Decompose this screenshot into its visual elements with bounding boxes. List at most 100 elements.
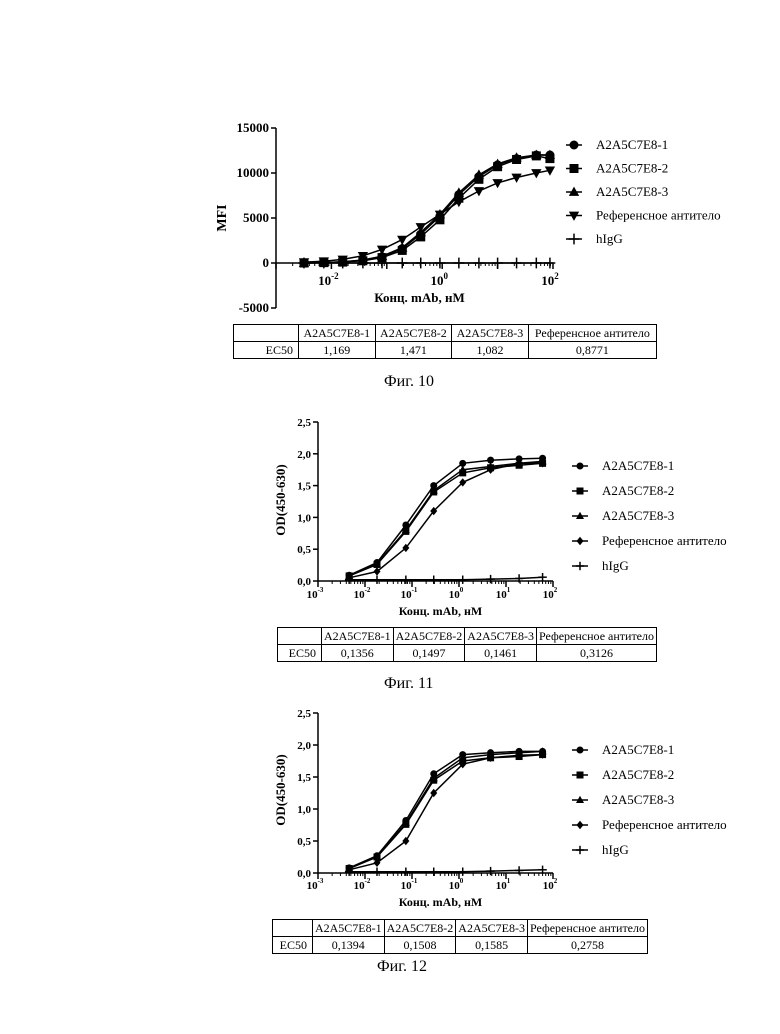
legend-label: A2A5C7E8-1 [602, 458, 674, 473]
y-axis-label: OD(450-630) [273, 464, 288, 536]
table-row-label: EC50 [273, 937, 313, 954]
ec50-table-fig-12: A2A5C7E8-1 A2A5C7E8-2 A2A5C7E8-3 Референ… [272, 919, 648, 954]
data-point [511, 258, 522, 269]
x-tick-label: 10-3 [307, 586, 324, 601]
data-point [373, 868, 381, 876]
diamond-icon [577, 537, 584, 545]
data-point [402, 576, 410, 584]
legend-item: Референсное антитело [566, 208, 721, 223]
data-point [373, 576, 381, 584]
x-axis-label: Конц. mAb, нМ [374, 290, 464, 305]
table-cell: 0,1585 [456, 937, 528, 954]
y-tick-label: 1,0 [297, 512, 311, 524]
legend-item: hIgG [572, 842, 629, 857]
y-tick-label: 1,5 [297, 481, 311, 493]
y-axis-label: OD(450-630) [273, 754, 288, 826]
y-tick-label: 0 [263, 255, 270, 270]
legend-item: A2A5C7E8-2 [566, 161, 668, 176]
legend-item: A2A5C7E8-1 [572, 742, 674, 757]
y-axis-label: MFI [215, 204, 230, 231]
square-icon [570, 164, 579, 173]
plus-icon [576, 562, 584, 570]
figure-10: -500005000100001500010-2100102Конц. mAb,… [0, 0, 780, 400]
x-tick-label: 10-2 [318, 271, 339, 288]
series-line [349, 458, 542, 575]
data-point [373, 567, 380, 575]
legend-label: A2A5C7E8-1 [602, 742, 674, 757]
triangle-up-icon [569, 187, 579, 196]
x-axis-label: Конц. mAb, нМ [399, 895, 483, 909]
series-1 [299, 151, 554, 267]
table-header: A2A5C7E8-3 [456, 920, 528, 937]
series-line [349, 751, 542, 868]
data-point [415, 258, 426, 269]
legend-item: A2A5C7E8-1 [572, 458, 674, 473]
legend-label: A2A5C7E8-3 [602, 792, 674, 807]
y-tick-label: 10000 [237, 165, 270, 180]
legend-label: A2A5C7E8-3 [596, 184, 668, 199]
x-axis-label: Конц. mAb, нМ [399, 604, 483, 618]
table-cell: 0,1356 [321, 645, 393, 662]
table-cell: 0,1461 [465, 645, 537, 662]
table-row-label: EC50 [234, 342, 299, 359]
y-tick-label: 15000 [237, 120, 270, 135]
legend-item: Референсное антитело [572, 817, 727, 832]
table-header: A2A5C7E8-2 [375, 325, 452, 342]
data-point [453, 258, 464, 269]
x-tick-label: 10-1 [401, 877, 418, 892]
x-tick-label: 10-2 [354, 586, 371, 601]
series-4 [345, 866, 547, 876]
chart-fig-12: 0,00,51,01,52,02,510-310-210-1100101102К… [0, 700, 780, 920]
table-header: A2A5C7E8-1 [299, 325, 376, 342]
legend-label: hIgG [596, 231, 623, 246]
table-cell: 0,1497 [393, 645, 465, 662]
series-2 [299, 150, 555, 267]
legend-label: A2A5C7E8-3 [602, 508, 674, 523]
x-tick-label: 10-1 [401, 586, 418, 601]
series-line [304, 155, 550, 263]
table-corner [234, 325, 299, 342]
table-header: A2A5C7E8-1 [321, 628, 393, 645]
legend-item: A2A5C7E8-2 [572, 483, 674, 498]
square-icon [577, 488, 584, 495]
x-tick-label: 102 [543, 586, 558, 601]
x-tick-label: 100 [430, 271, 448, 288]
series-line [304, 156, 550, 263]
legend-label: Референсное антитело [596, 208, 721, 223]
legend-item: A2A5C7E8-3 [566, 184, 668, 199]
x-tick-label: 100 [449, 877, 464, 892]
figure-caption: Фиг. 10 [384, 373, 434, 391]
y-tick-label: 2,0 [297, 449, 311, 461]
table-header: A2A5C7E8-1 [312, 920, 384, 937]
y-tick-label: 0,5 [297, 544, 311, 556]
y-tick-label: -5000 [239, 300, 269, 315]
y-tick-label: 2,0 [297, 740, 311, 752]
series-4 [345, 573, 547, 584]
series-line [304, 155, 550, 263]
figure-caption: Фиг. 12 [377, 958, 427, 976]
y-tick-label: 5000 [243, 210, 269, 225]
legend-label: A2A5C7E8-2 [596, 161, 668, 176]
triangle-down-icon [569, 212, 579, 221]
table-cell: 0,1508 [384, 937, 456, 954]
series-1 [346, 460, 546, 580]
chart-fig-11: 0,00,51,01,52,02,510-310-210-1100101102К… [0, 400, 780, 630]
series-3 [299, 166, 555, 267]
table-header: A2A5C7E8-2 [384, 920, 456, 937]
table-header: Референсное антитело [528, 325, 656, 342]
plus-icon [576, 846, 584, 854]
y-tick-label: 0,0 [297, 576, 311, 588]
series-line [349, 463, 542, 576]
series-line [349, 755, 542, 869]
x-tick-label: 102 [543, 877, 558, 892]
data-point [459, 868, 467, 876]
data-point [430, 576, 438, 584]
legend-label: Референсное антитело [602, 533, 727, 548]
legend-label: A2A5C7E8-2 [602, 767, 674, 782]
legend-item: A2A5C7E8-2 [572, 767, 674, 782]
data-point [435, 258, 446, 269]
table-header: Референсное антитело [536, 628, 656, 645]
data-point [492, 258, 503, 269]
diamond-icon [577, 821, 584, 829]
y-tick-label: 1,5 [297, 772, 311, 784]
